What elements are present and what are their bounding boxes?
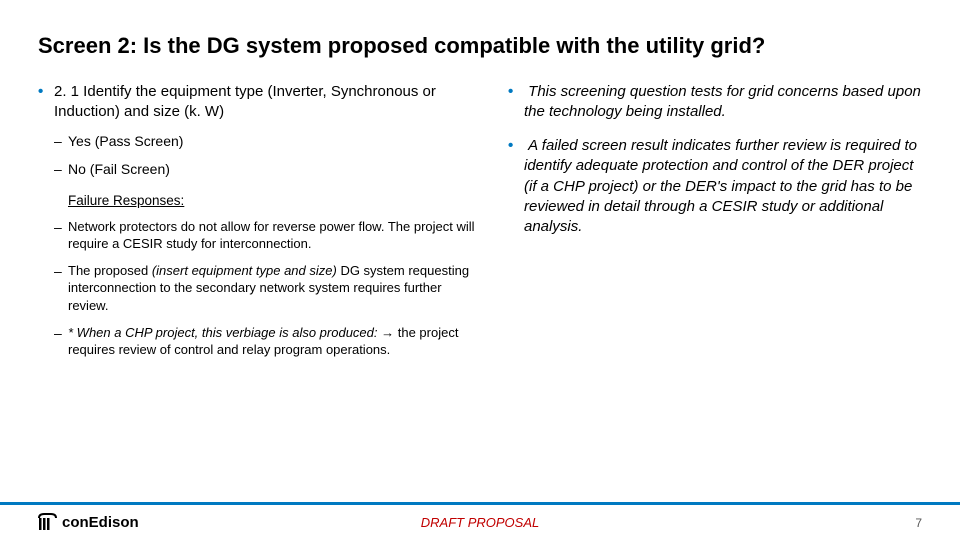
right-bullet-1: • This screening question tests for grid… — [508, 82, 922, 123]
brand-logo: conEdison — [38, 513, 139, 533]
bullet-icon: • — [38, 82, 50, 123]
failure-responses-header: Failure Responses: — [68, 193, 480, 208]
right-bullet-1-text: This screening question tests for grid c… — [524, 82, 922, 123]
conedison-icon — [38, 513, 58, 533]
dash-icon: – — [54, 262, 68, 315]
page-title: Screen 2: Is the DG system proposed comp… — [38, 32, 922, 60]
left-column: • 2. 1 Identify the equipment type (Inve… — [38, 82, 480, 368]
right-bullet-2: • A failed screen result indicates furth… — [508, 136, 922, 237]
failure-response-3-text: * When a CHP project, this verbiage is a… — [68, 324, 480, 359]
footer-center-text: DRAFT PROPOSAL — [421, 515, 539, 530]
main-bullet-text: 2. 1 Identify the equipment type (Invert… — [54, 82, 480, 123]
failure-response-1: – Network protectors do not allow for re… — [54, 218, 480, 253]
main-bullet: • 2. 1 Identify the equipment type (Inve… — [38, 82, 480, 123]
no-text: No (Fail Screen) — [68, 160, 170, 179]
failure-response-2-text: The proposed (insert equipment type and … — [68, 262, 480, 315]
bullet-icon: • — [508, 136, 520, 237]
no-option: – No (Fail Screen) — [54, 160, 480, 179]
slide-container: Screen 2: Is the DG system proposed comp… — [0, 0, 960, 540]
footer: conEdison DRAFT PROPOSAL 7 — [0, 502, 960, 540]
right-b1-span: This screening question tests for grid c… — [524, 83, 921, 120]
yes-text: Yes (Pass Screen) — [68, 132, 183, 151]
dash-icon: – — [54, 132, 68, 151]
failure-response-2: – The proposed (insert equipment type an… — [54, 262, 480, 315]
right-column: • This screening question tests for grid… — [508, 82, 922, 368]
dash-icon: – — [54, 160, 68, 179]
content-columns: • 2. 1 Identify the equipment type (Inve… — [38, 82, 922, 368]
right-bullet-2-text: A failed screen result indicates further… — [524, 136, 922, 237]
resp2-insert: (insert equipment type and size) — [152, 263, 337, 278]
bullet-icon: • — [508, 82, 520, 123]
failure-response-1-text: Network protectors do not allow for reve… — [68, 218, 480, 253]
page-number: 7 — [915, 516, 922, 530]
right-b2-span: A failed screen result indicates further… — [524, 137, 917, 235]
yes-option: – Yes (Pass Screen) — [54, 132, 480, 151]
failure-response-3: – * When a CHP project, this verbiage is… — [54, 324, 480, 359]
dash-icon: – — [54, 324, 68, 359]
resp2-part-a: The proposed — [68, 263, 152, 278]
resp3-part-a: * When a CHP project, this verbiage is a… — [68, 325, 381, 340]
dash-icon: – — [54, 218, 68, 253]
resp3-arrow: → — [381, 325, 398, 340]
brand-text: conEdison — [62, 514, 139, 531]
